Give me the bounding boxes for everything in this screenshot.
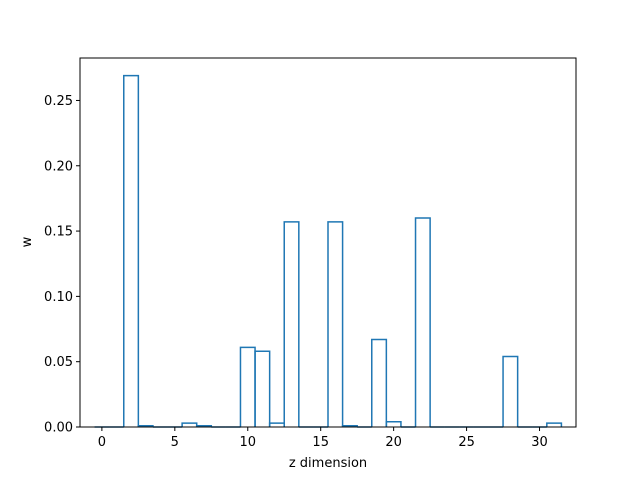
histogram-bar: [371, 338, 388, 427]
histogram-bar: [195, 424, 213, 427]
x-tick-label: 25: [458, 435, 475, 450]
y-axis-ticks: 0.00 0.05 0.10 0.15 0.20 0.25: [44, 94, 80, 436]
y-axis-label: w: [20, 236, 35, 247]
histogram-bar: [137, 424, 154, 427]
y-tick-label: 0.10: [44, 290, 73, 305]
x-tick-label: 0: [98, 435, 106, 450]
histogram-bar: [123, 74, 140, 427]
histogram-bar: [414, 217, 431, 427]
histogram-bar: [254, 350, 271, 427]
x-tick-label: 5: [171, 435, 179, 450]
histogram-bar: [546, 422, 563, 427]
histogram-bar: [283, 221, 300, 427]
y-tick-label: 0.20: [44, 159, 73, 174]
histogram-bar: [341, 424, 358, 427]
y-tick-label: 0.25: [44, 94, 73, 109]
histogram-bar: [502, 355, 519, 427]
histogram-bars: [94, 74, 563, 428]
plot-frame: [79, 57, 577, 428]
y-tick-label: 0.15: [44, 225, 73, 240]
histogram-bar: [385, 421, 402, 427]
x-axis-ticks: 0 5 10 15 20 25 30: [98, 427, 548, 450]
x-axis-label: z dimension: [289, 456, 367, 471]
x-tick-label: 10: [239, 435, 256, 450]
x-tick-label: 30: [531, 435, 548, 450]
histogram-bar: [327, 221, 344, 427]
y-tick-label: 0.05: [44, 355, 73, 370]
x-tick-label: 15: [312, 435, 329, 450]
x-tick-label: 20: [385, 435, 402, 450]
y-tick-label: 0.00: [44, 421, 73, 436]
